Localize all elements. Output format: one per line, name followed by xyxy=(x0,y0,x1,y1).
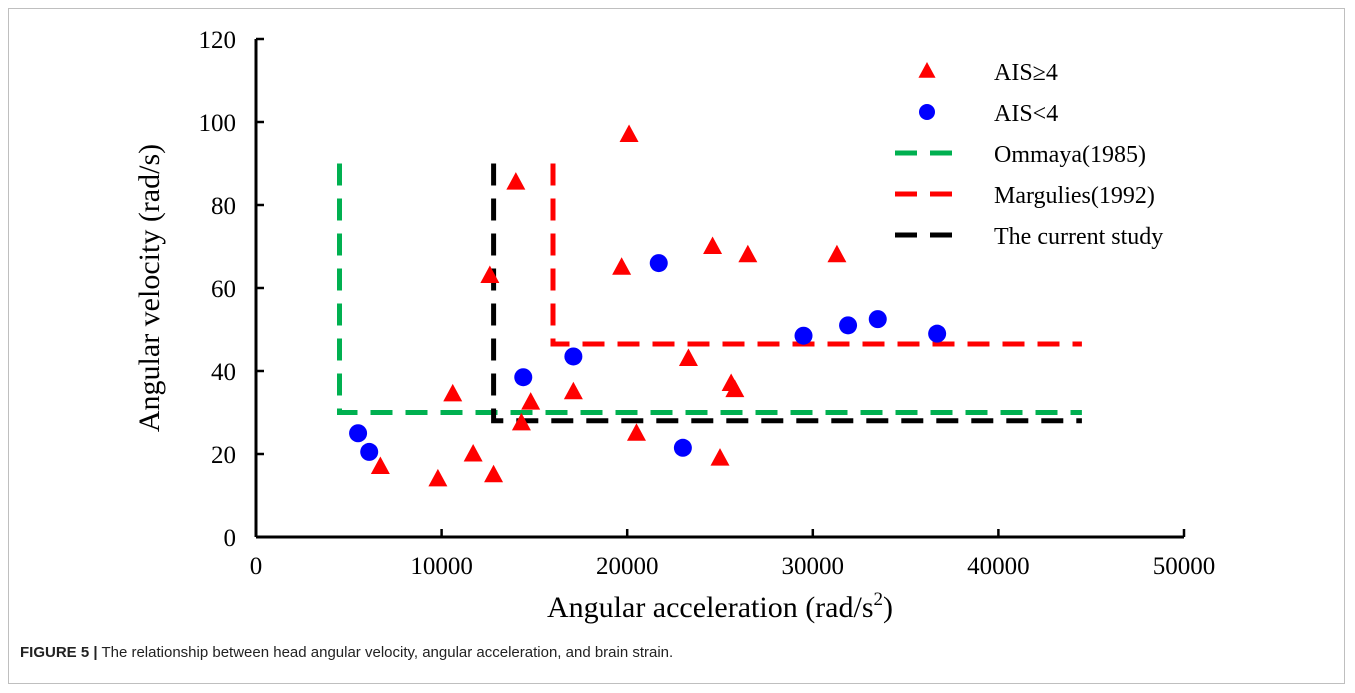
legend-label: The current study xyxy=(994,224,1163,250)
legend-circle-marker xyxy=(919,104,935,120)
y-tick-label: 60 xyxy=(211,276,236,303)
ais-ge4-point xyxy=(463,444,483,462)
scatter-chart: 0 20 40 60 80 100 120 0 10000 20000 30000 40000 5000… xyxy=(133,27,1216,624)
ais-lt4-point xyxy=(673,438,692,457)
ais-ge4-point xyxy=(612,257,632,275)
ais-ge4-point xyxy=(521,392,541,410)
y-axis-label: Angular velocity (rad/s) xyxy=(133,144,166,432)
ais-ge4-point xyxy=(827,244,847,263)
ais-ge4-point xyxy=(506,172,526,190)
x-tick-label: 10000 xyxy=(410,553,473,580)
ais-ge4-point xyxy=(703,236,723,254)
ais-ge4-point xyxy=(428,468,448,487)
legend-triangle-marker xyxy=(918,62,936,78)
ais-lt4-point xyxy=(928,324,947,343)
ais-lt4-point xyxy=(514,368,533,387)
ais-ge4-point xyxy=(619,124,639,142)
y-tick-label: 20 xyxy=(211,442,236,469)
ais-lt4-point xyxy=(349,424,368,443)
ais-ge4-point xyxy=(678,348,698,367)
ais-ge4-point xyxy=(710,448,730,466)
ais-lt4-point xyxy=(649,254,668,273)
ais-ge4-point xyxy=(443,383,463,402)
ais-ge4-point xyxy=(626,423,646,441)
ais-ge4-point xyxy=(480,265,500,284)
legend-label: Margulies(1992) xyxy=(994,183,1155,209)
figure-caption: FIGURE 5 | The relationship between head… xyxy=(20,644,1330,661)
legend-label: AIS<4 xyxy=(994,101,1058,127)
legend-label: AIS≥4 xyxy=(994,60,1058,86)
caption-text: The relationship between head angular ve… xyxy=(101,644,674,661)
x-tick-label: 20000 xyxy=(596,553,659,580)
y-tick-label: 100 xyxy=(199,110,237,137)
x-tick-label: 0 xyxy=(250,553,263,580)
x-tick-label: 40000 xyxy=(967,553,1030,580)
x-tick-label: 50000 xyxy=(1153,553,1216,580)
legend-label: Ommaya(1985) xyxy=(994,142,1146,168)
y-tick-label: 120 xyxy=(199,27,237,54)
y-tick-label: 0 xyxy=(224,525,237,552)
ais-ge4-point xyxy=(484,464,504,483)
ais-ge4-point xyxy=(370,456,390,474)
y-tick-label: 80 xyxy=(211,193,236,220)
ais-lt4-point xyxy=(868,310,887,329)
figure-frame: 0 20 40 60 80 100 120 0 10000 20000 30000 40000 5000… xyxy=(8,8,1345,684)
threshold-line-the-current-study xyxy=(491,163,1082,424)
caption-label: FIGURE 5 | xyxy=(20,644,98,661)
ais-ge4-point xyxy=(738,244,758,263)
x-tick-label: 30000 xyxy=(782,553,845,580)
ais-ge4-point xyxy=(563,381,583,400)
x-axis-label: Angular acceleration (rad/s2) xyxy=(547,589,893,624)
threshold-line-ommaya-1985- xyxy=(337,163,1082,415)
ais-lt4-point xyxy=(360,442,379,461)
y-tick-label: 40 xyxy=(211,359,236,386)
ais-lt4-point xyxy=(564,347,583,366)
threshold-line-margulies-1992- xyxy=(550,163,1082,347)
ais-lt4-point xyxy=(839,316,858,335)
ais-ge4-point xyxy=(725,379,745,398)
ais-lt4-point xyxy=(794,326,813,345)
ais-ge4-point xyxy=(511,412,531,431)
